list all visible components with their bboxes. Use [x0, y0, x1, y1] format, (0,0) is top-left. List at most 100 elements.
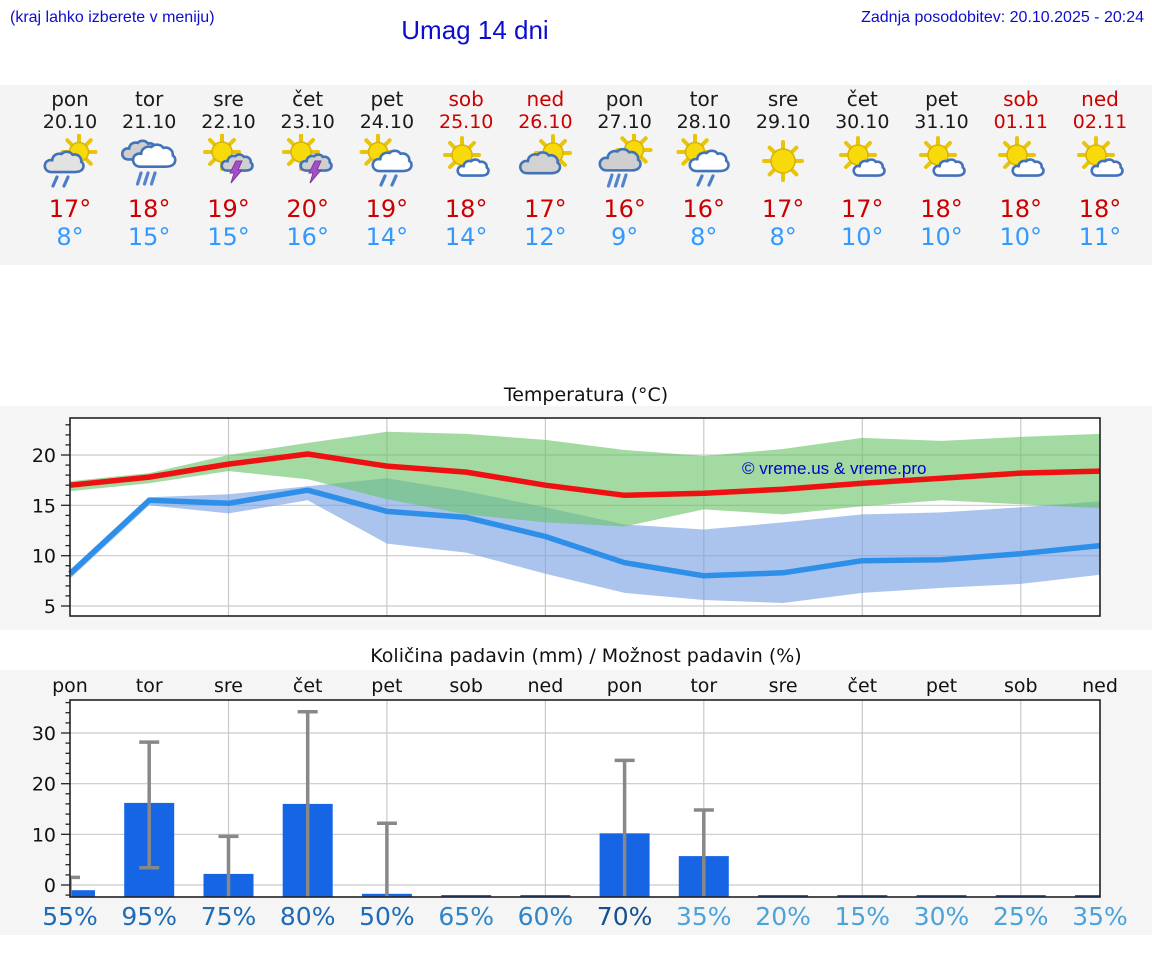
day-column: pon 20.10 17° 8°	[30, 85, 110, 251]
day-low-temp: 10°	[841, 223, 884, 251]
day-low-temp: 15°	[207, 223, 250, 251]
day-date: 23.10	[280, 111, 335, 133]
bar-day-label: čet	[848, 675, 878, 697]
svg-text:10: 10	[32, 824, 56, 846]
day-high-temp: 17°	[761, 195, 805, 223]
day-low-temp: 11°	[1078, 223, 1122, 251]
precipitation-probability: 35%	[676, 902, 732, 931]
day-column: ned 02.11 18° 11°	[1060, 85, 1140, 251]
bar-day-label: tor	[136, 675, 163, 697]
precipitation-probability: 55%	[42, 902, 98, 931]
day-high-temp: 20°	[286, 195, 329, 223]
day-high-temp: 18°	[1078, 195, 1122, 223]
sun-small-cloud-icon	[822, 134, 902, 194]
day-low-temp: 12°	[524, 223, 567, 251]
error-bar	[614, 758, 635, 897]
bar-day-label: sob	[449, 675, 483, 697]
cloud-rain-sun-icon	[30, 133, 110, 194]
precipitation-chart: 0 10 20 30 pon tor sre čet pet sob ned pon tor sre čet…	[0, 670, 1152, 935]
day-column: sob 25.10 18° 14°	[426, 85, 506, 251]
last-updated: Zadnja posodobitev: 20.10.2025 - 20:24	[861, 9, 1144, 26]
precipitation-chart-title: Količina padavin (mm) / Možnost padavin …	[370, 645, 802, 667]
forecast-strip: pon 20.10 17° 8° tor 21.10 18° 15° sre 22.10 19° 1…	[0, 85, 1152, 265]
day-low-temp: 8°	[56, 223, 84, 251]
bar-day-label: ned	[1082, 675, 1118, 697]
day-low-temp: 15°	[127, 223, 171, 251]
day-low-temp: 14°	[365, 223, 409, 251]
day-high-temp: 17°	[524, 195, 567, 223]
precipitation-bar	[995, 895, 1046, 897]
svg-text:30: 30	[32, 723, 56, 745]
day-date: 22.10	[201, 111, 256, 133]
sun-heavy-rain-icon	[585, 131, 665, 194]
day-high-temp: 17°	[48, 195, 92, 223]
day-name: sob	[1003, 87, 1039, 111]
day-column: čet 30.10 17° 10°	[822, 85, 902, 251]
precipitation-probability: 20%	[755, 902, 811, 931]
precipitation-bar	[70, 890, 95, 897]
day-column: sob 01.11 18° 10°	[981, 85, 1061, 251]
bar-day-label: sob	[1004, 675, 1038, 697]
max-temperature-line	[69, 451, 1101, 499]
day-date: 25.10	[438, 111, 494, 133]
svg-text:20: 20	[32, 774, 56, 796]
day-date: 02.11	[1072, 111, 1128, 133]
day-low-temp: 16°	[286, 223, 329, 251]
precipitation-bar	[520, 895, 571, 897]
day-low-temp: 8°	[769, 223, 797, 251]
day-date: 20.10	[42, 111, 98, 133]
day-name: pet	[370, 87, 404, 111]
bar-day-label: pon	[52, 675, 88, 697]
day-column: pet 24.10 19° 14°	[347, 85, 427, 251]
menu-hint: (kraj lahko izberete v meniju)	[10, 9, 215, 26]
sun-storm-icon	[268, 133, 348, 194]
day-date: 24.10	[359, 111, 415, 133]
precipitation-bar	[916, 895, 967, 897]
day-low-temp: 14°	[444, 223, 488, 251]
day-high-temp: 19°	[207, 195, 250, 223]
day-column: tor 21.10 18° 15°	[109, 85, 189, 251]
precipitation-probability: 50%	[359, 902, 415, 931]
watermark: © vreme.us & vreme.pro	[742, 459, 927, 478]
day-name: sob	[448, 87, 484, 111]
precipitation-probability: 70%	[597, 902, 653, 931]
day-name: tor	[135, 87, 164, 111]
precipitation-bar	[1075, 895, 1100, 897]
day-column: pet 31.10 18° 10°	[902, 85, 982, 251]
day-high-temp: 17°	[841, 195, 884, 223]
page-title: Umag 14 dni	[401, 15, 549, 45]
day-name: ned	[526, 87, 565, 111]
precipitation-probability: 95%	[121, 902, 177, 931]
day-date: 27.10	[597, 111, 652, 133]
error-bar	[376, 821, 397, 897]
bar-day-label: pon	[607, 675, 643, 697]
day-date: 30.10	[835, 111, 890, 133]
day-date: 26.10	[518, 111, 573, 133]
temperature-chart-title: Temperatura (°C)	[503, 384, 669, 406]
day-column: sre 22.10 19° 15°	[189, 85, 269, 251]
day-high-temp: 16°	[682, 195, 726, 223]
svg-text:15: 15	[32, 495, 56, 517]
day-date: 31.10	[914, 111, 969, 133]
heavy-rain-icon	[109, 134, 189, 194]
svg-text:10: 10	[32, 546, 56, 568]
error-bar	[297, 709, 318, 897]
error-bar	[139, 740, 160, 870]
day-high-temp: 19°	[365, 195, 409, 223]
day-high-temp: 18°	[920, 195, 963, 223]
svg-text:20: 20	[32, 445, 56, 467]
precipitation-probability: 15%	[835, 902, 891, 931]
sun-small-cloud-icon	[426, 134, 506, 194]
precipitation-probability: 35%	[1072, 902, 1128, 931]
min-temperature-range-band	[70, 478, 1100, 603]
sun-small-cloud-icon	[981, 134, 1061, 194]
day-high-temp: 16°	[603, 195, 646, 223]
day-date: 21.10	[121, 111, 177, 133]
day-high-temp: 18°	[444, 195, 488, 223]
bar-day-label: čet	[293, 675, 323, 697]
day-name: sre	[767, 87, 799, 111]
error-bar	[70, 875, 80, 897]
day-column: sre 29.10 17° 8°	[743, 85, 823, 251]
sun-cloud-rain-icon	[347, 133, 427, 194]
